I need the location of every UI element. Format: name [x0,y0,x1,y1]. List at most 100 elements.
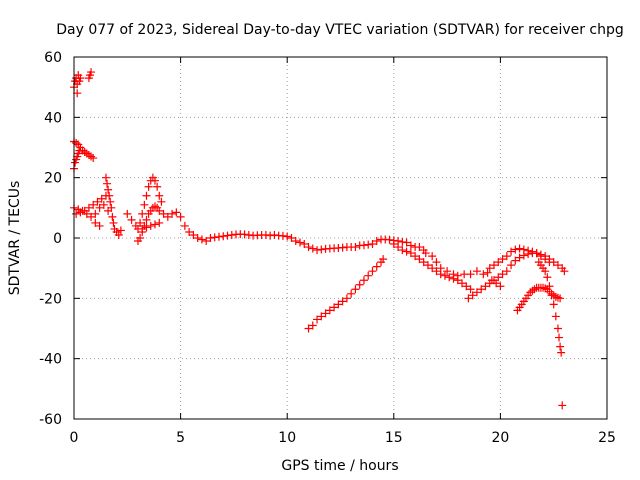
data-point [87,212,96,221]
data-point [494,258,503,267]
data-point [551,312,560,321]
data-point [368,240,377,249]
data-point [524,246,533,255]
data-point [72,209,81,218]
data-point [519,245,528,254]
data-point [214,232,223,241]
x-tick-label: 15 [385,430,403,446]
y-tick-label: -20 [39,291,62,307]
y-tick-label: 60 [44,50,62,66]
y-tick-label: 0 [53,231,62,247]
data-point [477,285,486,294]
data-point [153,182,162,191]
data-point [76,74,85,83]
data-point [176,212,185,221]
data-point [210,233,219,242]
data-point [342,294,351,303]
data-point [458,279,467,288]
data-point [189,230,198,239]
data-point [483,268,492,277]
data-point [507,247,516,256]
data-point [270,230,279,239]
data-point [347,289,356,298]
data-point [283,232,292,241]
data-point [502,267,511,276]
data-point [402,247,411,256]
data-point [266,231,275,240]
ticks-layer: 0 5 10 15 20 25 -60 -40 -20 0 20 40 60 [39,50,616,446]
data-point [157,197,166,206]
data-point [364,240,373,249]
data-point [557,348,566,357]
x-tick-label: 10 [278,430,296,446]
data-point [558,401,567,410]
data-point [193,234,202,242]
x-tick-label: 0 [70,430,79,446]
data-point [142,191,151,200]
data-point [359,241,368,250]
data-point [379,255,388,264]
data-point [202,237,211,246]
data-point [545,282,554,291]
data-point [75,146,84,155]
data-point [142,215,151,224]
y-tick-label: 40 [44,110,62,126]
data-point [163,212,172,221]
data-point [127,215,136,224]
data-point [466,285,475,294]
data-point [368,267,377,276]
data-point [144,182,153,191]
data-point [80,206,89,215]
data-point [536,252,545,261]
data-point [498,270,507,279]
data-point [172,208,181,217]
data-point [325,306,334,315]
data-point [76,208,85,217]
data-point [462,282,471,291]
data-point [528,247,537,256]
data-point [423,261,432,270]
data-point [107,203,116,212]
data-point [84,203,93,212]
data-point [291,237,300,246]
data-point [432,258,441,267]
data-point [502,252,511,261]
data-point [240,230,249,239]
data-point [155,191,164,200]
data-point [440,271,449,280]
data-point [351,243,360,252]
data-point [496,282,505,291]
data-point [334,300,343,309]
data-point [140,200,149,209]
data-point [372,237,381,246]
x-tick-label: 25 [598,430,616,446]
data-point [313,246,322,255]
data-point [123,209,132,218]
data-point [146,221,155,230]
data-point [507,261,516,270]
data-point [487,276,496,285]
data-point [108,212,117,221]
data-point [555,333,564,342]
data-point [91,209,100,218]
data-point [445,273,454,282]
data-point [547,291,556,300]
data-point [406,249,415,258]
data-point [338,297,347,306]
data-point [449,270,458,279]
data-point [443,267,452,276]
data-point [151,220,160,229]
data-point [351,285,360,294]
data-point [364,271,373,280]
y-tick-label: -40 [39,352,62,368]
points-layer [70,68,569,410]
data-point [415,255,424,264]
data-point [490,261,499,270]
data-point [436,264,445,273]
data-point [453,271,462,280]
data-point [338,243,347,252]
data-point [492,279,501,288]
data-point [428,252,437,261]
data-point [168,209,177,218]
